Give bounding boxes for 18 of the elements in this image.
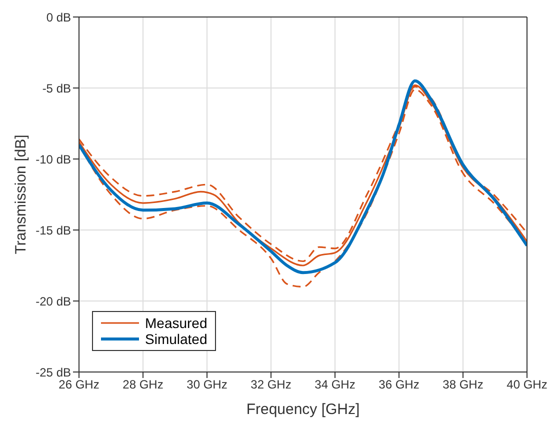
y-tick-label: -10 dB <box>36 152 71 166</box>
y-tick-label: 0 dB <box>46 10 71 24</box>
x-tick-label: 40 GHz <box>506 378 548 392</box>
y-tick-label: -20 dB <box>36 294 71 308</box>
y-axis-title: Transmission [dB] <box>12 134 30 254</box>
x-tick-label: 26 GHz <box>58 378 100 392</box>
x-tick-label: 30 GHz <box>186 378 228 392</box>
x-axis-title: Frequency [GHz] <box>246 401 360 418</box>
x-tick-label: 36 GHz <box>378 378 420 392</box>
y-tick-label: -15 dB <box>36 223 71 238</box>
x-tick-label: 32 GHz <box>250 378 292 392</box>
legend-label: Simulated <box>145 331 208 347</box>
y-tick-label: -5 dB <box>42 81 71 96</box>
legend-label: Measured <box>145 315 208 331</box>
y-tick-label: -25 dB <box>36 365 71 380</box>
x-tick-label: 28 GHz <box>122 378 164 392</box>
x-tick-label: 34 GHz <box>314 378 356 392</box>
x-tick-label: 38 GHz <box>442 378 484 392</box>
